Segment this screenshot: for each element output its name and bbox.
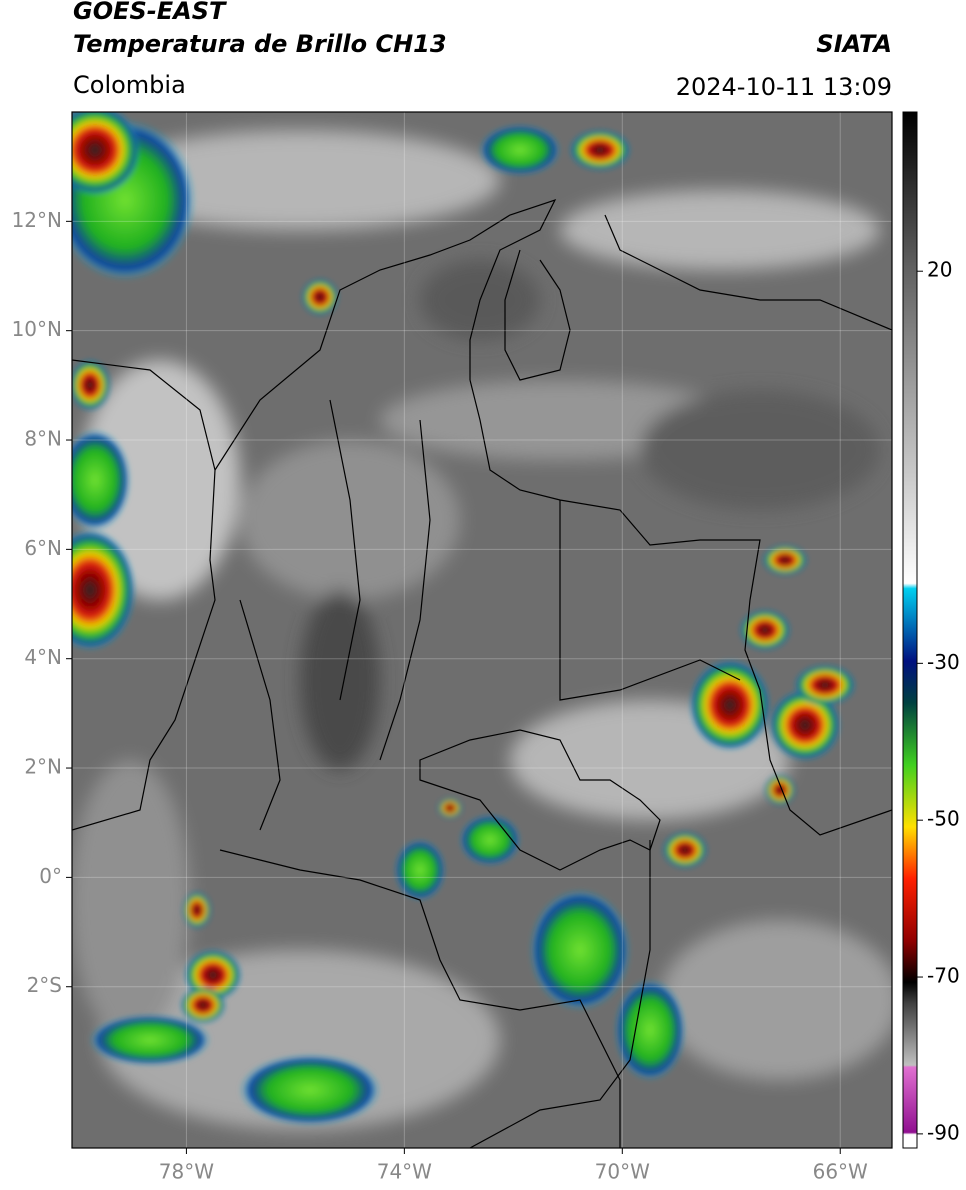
- timestamp: 2024-10-11 13:09: [676, 73, 892, 101]
- region: Colombia: [73, 71, 186, 99]
- x-tick-label: 74°W: [377, 1160, 432, 1184]
- y-tick-label: 10°N: [12, 317, 62, 341]
- colorbar-tick-label: -90: [927, 1120, 960, 1144]
- source: SIATA: [816, 30, 892, 58]
- x-tick-label: 70°W: [595, 1160, 650, 1184]
- colorbar-tick-label: -70: [927, 964, 960, 988]
- x-tick-label: 66°W: [813, 1160, 868, 1184]
- subtitle: Temperatura de Brillo CH13: [73, 30, 447, 58]
- y-tick-label: 8°N: [24, 427, 62, 451]
- colorbar-tick-label: 20: [927, 258, 952, 282]
- title: GOES-EAST: [73, 0, 227, 25]
- colorbar-tick-label: -30: [927, 650, 960, 674]
- y-tick-label: 2°S: [27, 973, 62, 997]
- map-frame: [71, 111, 893, 1149]
- borders: [72, 198, 892, 1148]
- satellite-image: [72, 112, 892, 1148]
- y-tick-label: 2°N: [24, 755, 62, 779]
- y-tick-label: 4°N: [24, 645, 62, 669]
- y-tick-label: 0°: [39, 864, 62, 888]
- colorbar-tick-label: -50: [927, 807, 960, 831]
- colorbar: [902, 111, 918, 1149]
- x-tick-label: 78°W: [159, 1160, 214, 1184]
- y-tick-label: 6°N: [24, 536, 62, 560]
- grid: [72, 112, 892, 1148]
- y-tick-label: 12°N: [12, 208, 62, 232]
